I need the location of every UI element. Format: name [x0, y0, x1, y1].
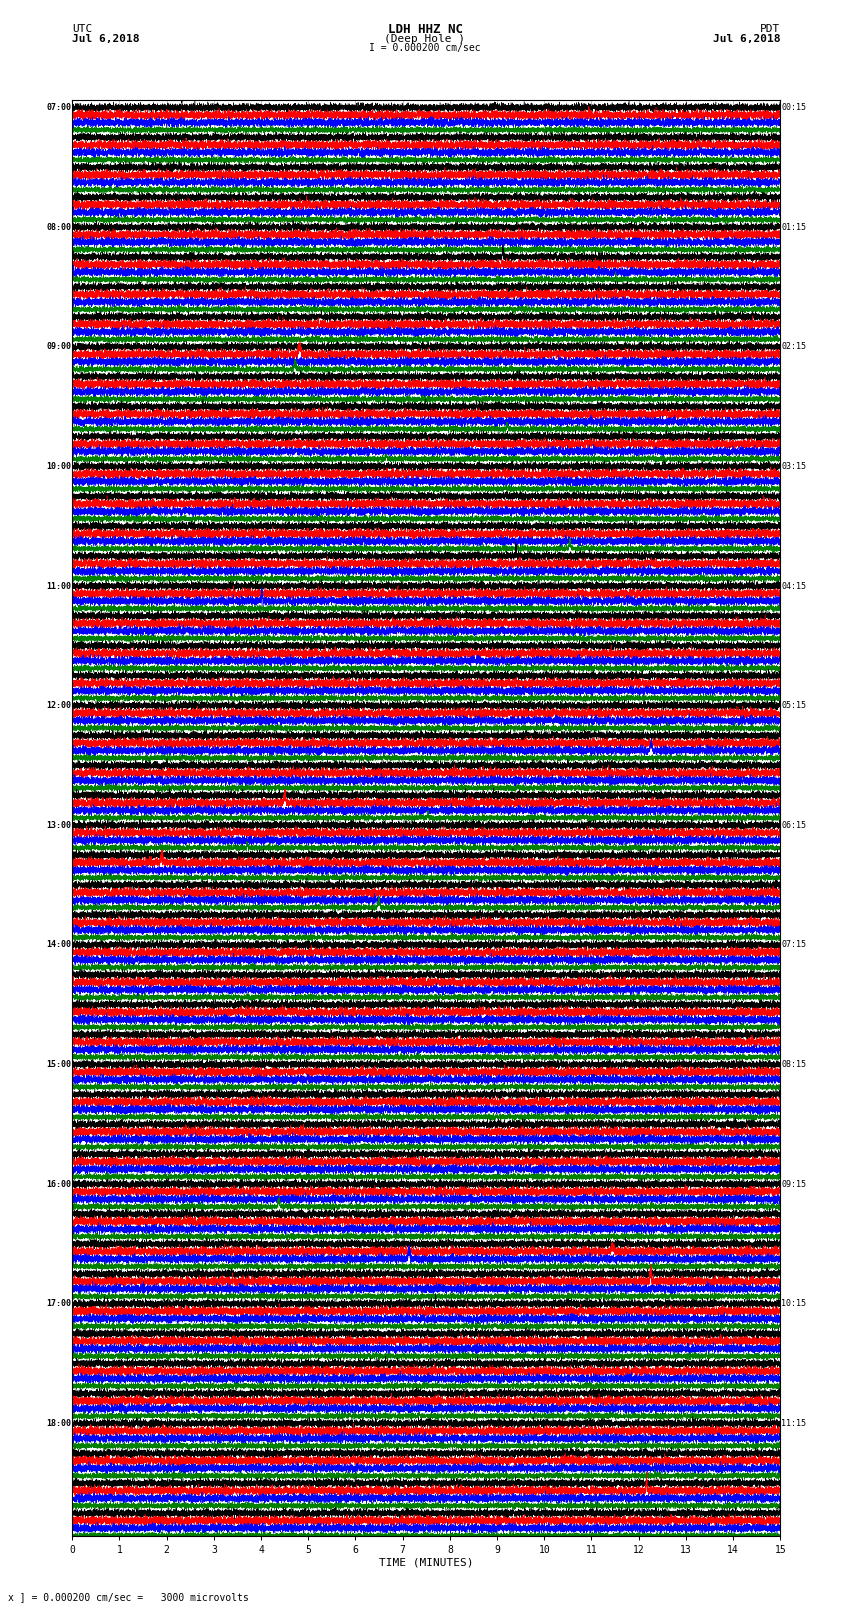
Text: 09:15: 09:15	[781, 1179, 806, 1189]
Text: 03:15: 03:15	[781, 461, 806, 471]
X-axis label: TIME (MINUTES): TIME (MINUTES)	[379, 1558, 473, 1568]
Text: Jul 6,2018: Jul 6,2018	[72, 34, 139, 44]
Text: 11:00: 11:00	[47, 582, 71, 590]
Text: LDH HHZ NC: LDH HHZ NC	[388, 23, 462, 35]
Text: 15:00: 15:00	[47, 1060, 71, 1069]
Text: PDT: PDT	[760, 24, 780, 34]
Text: 00:15: 00:15	[781, 103, 806, 111]
Text: 17:00: 17:00	[47, 1300, 71, 1308]
Text: 05:15: 05:15	[781, 702, 806, 710]
Text: UTC: UTC	[72, 24, 93, 34]
Text: 10:15: 10:15	[781, 1300, 806, 1308]
Text: 04:15: 04:15	[781, 582, 806, 590]
Text: 09:00: 09:00	[47, 342, 71, 352]
Text: (Deep Hole ): (Deep Hole )	[384, 34, 466, 44]
Text: 12:00: 12:00	[47, 702, 71, 710]
Text: I = 0.000200 cm/sec: I = 0.000200 cm/sec	[369, 44, 481, 53]
Text: 08:00: 08:00	[47, 223, 71, 232]
Text: 11:15: 11:15	[781, 1419, 806, 1428]
Text: 02:15: 02:15	[781, 342, 806, 352]
Text: 16:00: 16:00	[47, 1179, 71, 1189]
Text: 06:15: 06:15	[781, 821, 806, 829]
Text: 10:00: 10:00	[47, 461, 71, 471]
Text: 07:15: 07:15	[781, 940, 806, 950]
Text: 01:15: 01:15	[781, 223, 806, 232]
Text: Jul 6,2018: Jul 6,2018	[713, 34, 780, 44]
Text: x ] = 0.000200 cm/sec =   3000 microvolts: x ] = 0.000200 cm/sec = 3000 microvolts	[8, 1592, 249, 1602]
Text: 18:00: 18:00	[47, 1419, 71, 1428]
Text: 13:00: 13:00	[47, 821, 71, 829]
Text: 08:15: 08:15	[781, 1060, 806, 1069]
Text: 14:00: 14:00	[47, 940, 71, 950]
Text: 07:00: 07:00	[47, 103, 71, 111]
